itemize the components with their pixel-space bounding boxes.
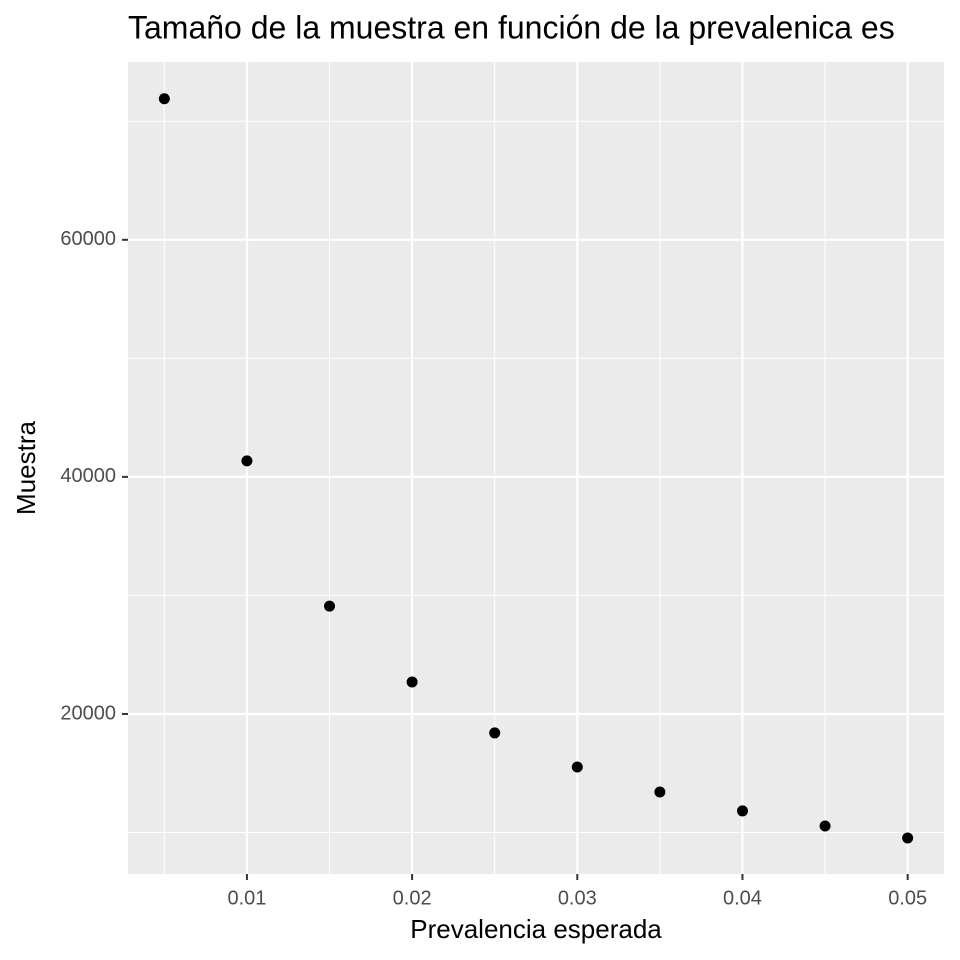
point [571, 761, 583, 773]
x-axis-title: Prevalencia esperada [410, 914, 662, 944]
point [736, 805, 748, 817]
point [241, 455, 253, 467]
y-tick-label: 20000 [60, 702, 116, 724]
point [654, 786, 666, 798]
y-axis-title: Muestra [11, 421, 41, 515]
point [158, 93, 170, 105]
point [819, 820, 831, 832]
x-tick-label: 0.05 [888, 887, 927, 909]
panel [128, 62, 944, 874]
x-tick-label: 0.04 [723, 887, 762, 909]
chart-title: Tamaño de la muestra en función de la pr… [128, 9, 895, 45]
point [902, 832, 914, 844]
point [406, 676, 418, 688]
x-tick-label: 0.02 [393, 887, 432, 909]
point [489, 727, 501, 739]
x-tick-label: 0.01 [227, 887, 266, 909]
x-tick-label: 0.03 [558, 887, 597, 909]
y-tick-label: 60000 [60, 228, 116, 250]
point [324, 600, 336, 612]
y-tick-label: 40000 [60, 465, 116, 487]
